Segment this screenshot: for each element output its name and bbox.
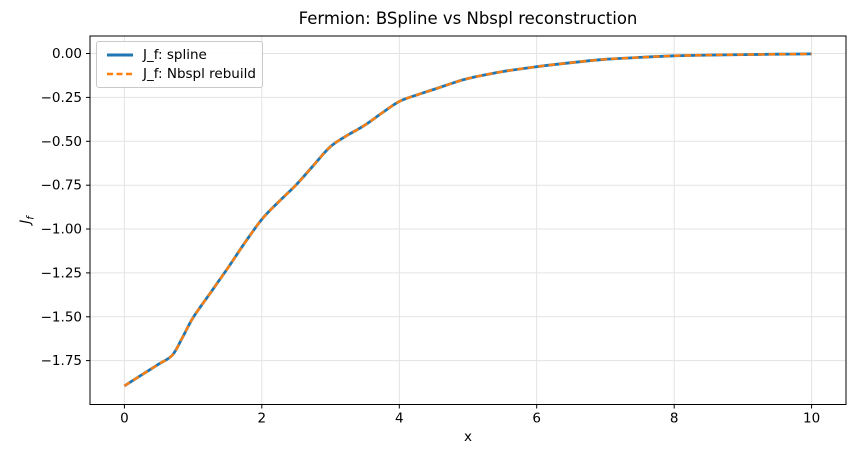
y-tick-label: −1.25 <box>41 265 82 281</box>
legend-label-spline: J_f: spline <box>143 47 207 63</box>
y-axis-label: Jf <box>17 216 37 224</box>
spline-curve <box>123 52 812 388</box>
y-tick-label: −0.25 <box>41 90 82 106</box>
x-tick-label: 10 <box>803 411 820 427</box>
y-tick-label: −1.00 <box>41 222 82 238</box>
legend: J_f: spline J_f: Nbspl rebuild <box>96 41 263 88</box>
y-tick-label: −0.75 <box>41 178 82 194</box>
x-tick-label: 4 <box>395 411 404 427</box>
nbspl-rebuild-curve <box>123 52 812 387</box>
x-tick-label: 0 <box>120 411 129 427</box>
y-tick-label: 0.00 <box>52 46 82 62</box>
x-tick-label: 6 <box>532 411 541 427</box>
y-tick-label: −0.50 <box>41 134 82 150</box>
legend-item-rebuild: J_f: Nbspl rebuild <box>106 66 256 82</box>
chart-title: Fermion: BSpline vs Nbspl reconstruction <box>298 9 638 28</box>
y-tick-label: −1.50 <box>41 309 82 325</box>
x-tick-label: 8 <box>670 411 679 427</box>
legend-item-spline: J_f: spline <box>106 47 253 63</box>
legend-label-rebuild: J_f: Nbspl rebuild <box>143 66 256 82</box>
plot-spines <box>89 35 847 405</box>
y-tick-label: −1.75 <box>41 353 82 369</box>
rebuild-line-swatch <box>107 72 133 76</box>
x-tick-label: 2 <box>258 411 267 427</box>
x-axis-label: x <box>464 429 472 445</box>
spline-line-swatch <box>107 53 133 57</box>
